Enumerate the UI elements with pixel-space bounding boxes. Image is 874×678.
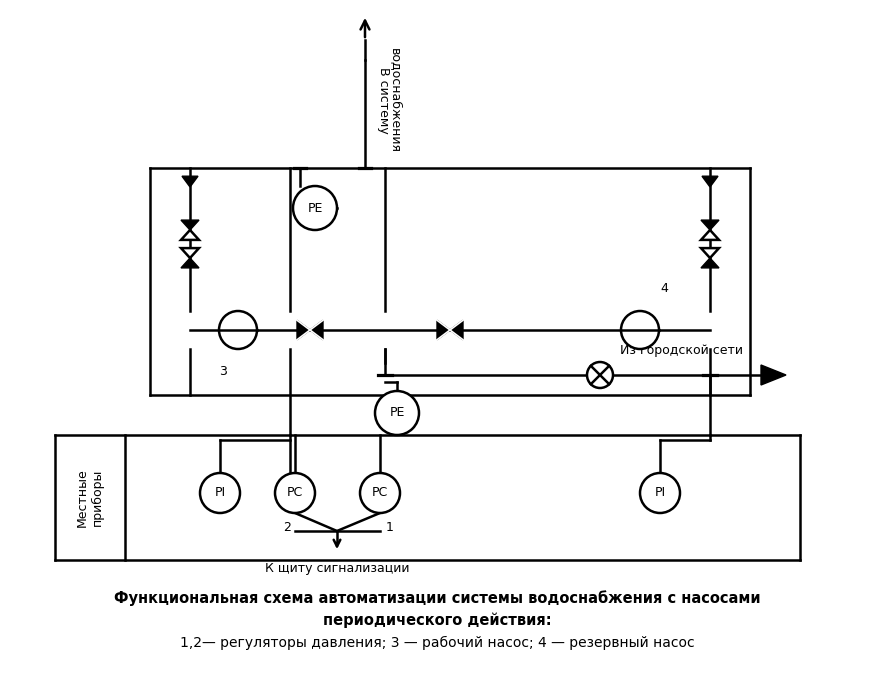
Text: 1,2— регуляторы давления; 3 — рабочий насос; 4 — резервный насос: 1,2— регуляторы давления; 3 — рабочий на…	[180, 636, 694, 650]
Text: 2: 2	[283, 521, 291, 534]
Text: PI: PI	[214, 487, 225, 500]
Circle shape	[375, 391, 419, 435]
Circle shape	[640, 473, 680, 513]
Circle shape	[200, 473, 240, 513]
Text: 4: 4	[660, 282, 668, 295]
Polygon shape	[701, 220, 719, 230]
Polygon shape	[450, 320, 463, 340]
Text: PC: PC	[371, 487, 388, 500]
Text: Местные
приборы: Местные приборы	[76, 468, 104, 527]
Polygon shape	[297, 320, 310, 340]
Text: PC: PC	[287, 487, 303, 500]
Polygon shape	[701, 230, 719, 240]
Text: К щиту сигнализации: К щиту сигнализации	[265, 562, 409, 575]
Polygon shape	[310, 320, 323, 340]
Text: PI: PI	[655, 487, 666, 500]
Text: PE: PE	[389, 407, 405, 420]
Text: PE: PE	[308, 201, 323, 214]
Circle shape	[621, 311, 659, 349]
Polygon shape	[701, 258, 719, 268]
Polygon shape	[761, 365, 786, 385]
Text: 3: 3	[219, 365, 227, 378]
Polygon shape	[182, 176, 198, 187]
Text: периодического действия:: периодического действия:	[323, 612, 551, 628]
Polygon shape	[181, 248, 199, 258]
Polygon shape	[437, 320, 450, 340]
Circle shape	[587, 362, 613, 388]
Polygon shape	[181, 230, 199, 240]
Circle shape	[275, 473, 315, 513]
Polygon shape	[181, 258, 199, 268]
Polygon shape	[702, 176, 718, 187]
Circle shape	[293, 186, 337, 230]
Circle shape	[219, 311, 257, 349]
Text: водоснабжения: водоснабжения	[389, 47, 402, 153]
Text: В систему: В систему	[377, 66, 390, 134]
Text: 1: 1	[386, 521, 394, 534]
Circle shape	[360, 473, 400, 513]
Text: Из городской сети: Из городской сети	[620, 344, 743, 357]
Polygon shape	[181, 220, 199, 230]
Polygon shape	[701, 248, 719, 258]
Text: Функциональная схема автоматизации системы водоснабжения с насосами: Функциональная схема автоматизации систе…	[114, 590, 760, 605]
